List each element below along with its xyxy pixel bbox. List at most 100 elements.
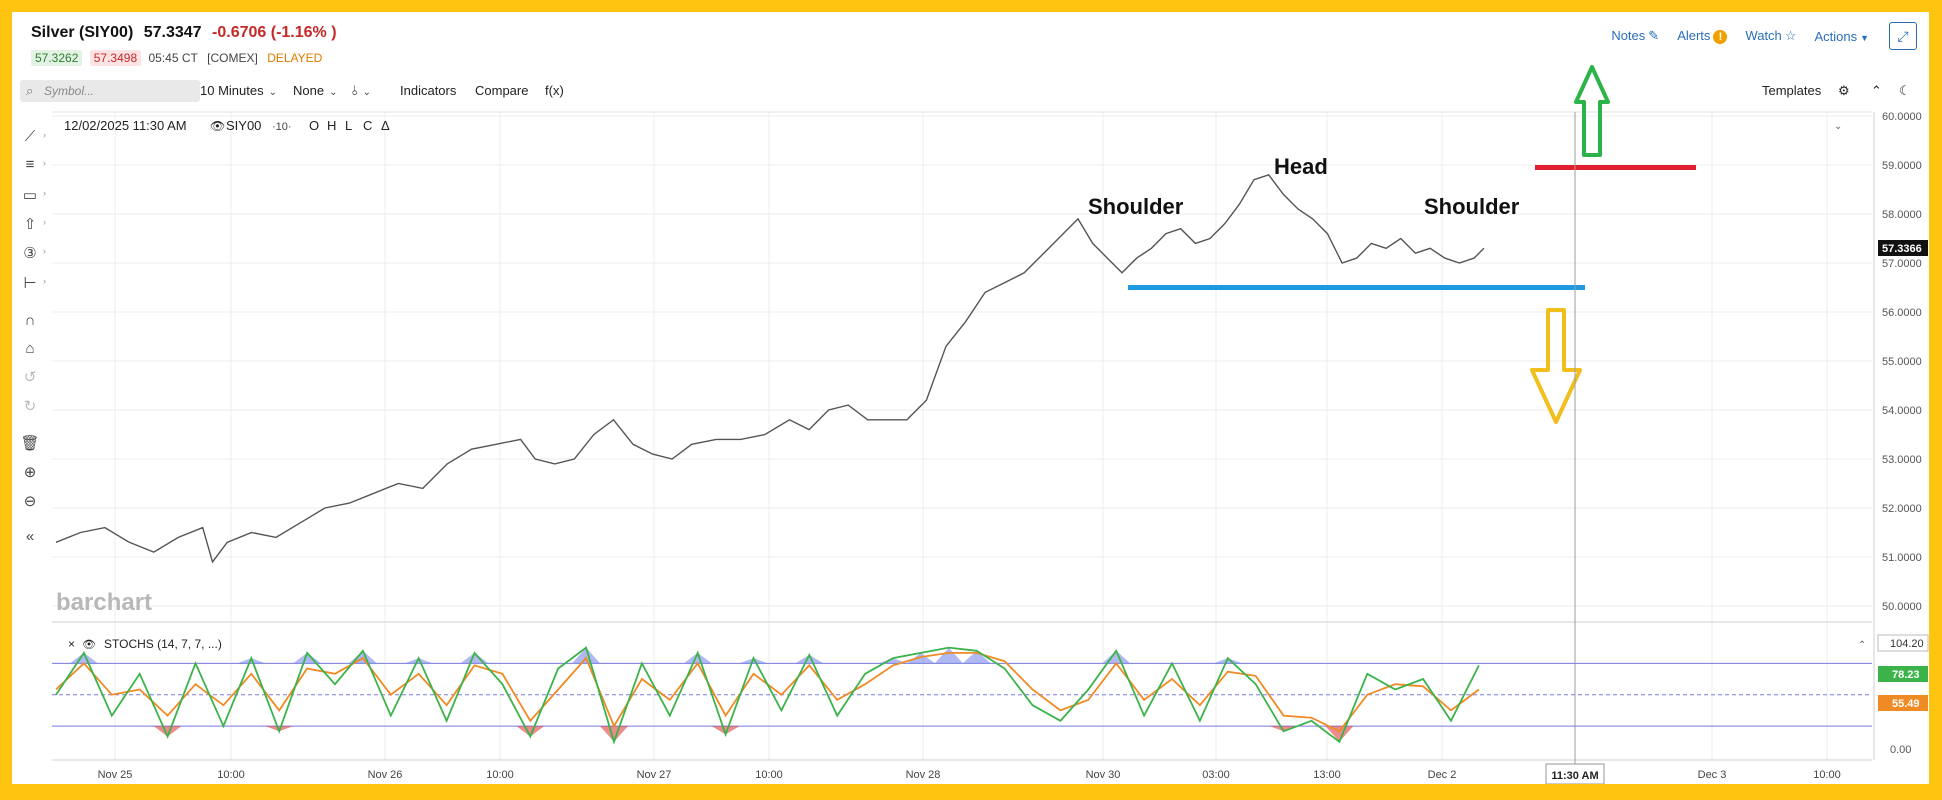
chevron-down-icon: ⌄: [268, 87, 277, 98]
undo-icon[interactable]: ↺: [23, 369, 37, 386]
up-arrow-annotation: [1574, 65, 1610, 157]
quote-time: 05:45 CT: [148, 51, 198, 65]
stoch-slow-value: 55.49: [1892, 698, 1920, 710]
fib-tool-icon[interactable]: ≡ ›: [25, 156, 46, 173]
stoch-min-label: 0.00: [1890, 744, 1911, 756]
time-tick-label: 10:00: [755, 769, 783, 781]
ohlc-field: O: [309, 118, 319, 133]
time-tick-label: 03:00: [1202, 769, 1230, 781]
last-price: 57.3347: [143, 24, 202, 41]
time-tick-label: 10:00: [486, 769, 514, 781]
collapse-left-icon[interactable]: «: [25, 528, 35, 545]
crosshair-time-tag: [1545, 763, 1605, 784]
notes-label: Notes: [1611, 28, 1646, 43]
ohlc-field: L: [345, 118, 352, 133]
templates-button[interactable]: Templates: [1762, 83, 1822, 98]
stoch-fast-value: 78.23: [1892, 669, 1920, 681]
chevron-down-icon: ⌄: [362, 87, 372, 98]
zoom-in-icon[interactable]: ⊕: [23, 464, 37, 481]
indicators-button[interactable]: Indicators: [400, 83, 457, 98]
price-tick-label: 54.0000: [1882, 405, 1922, 417]
watch-link[interactable]: Watch ☆: [1745, 28, 1796, 44]
price-tick-label: 60.0000: [1882, 111, 1922, 123]
ohlc-field: Δ: [381, 118, 390, 133]
pattern-tool-icon[interactable]: ⊢ ›: [23, 275, 46, 292]
chart-symbol-label: SIY00: [226, 118, 261, 133]
ohlc-field: H: [327, 118, 336, 133]
interval-tag: ·10·: [272, 121, 292, 133]
study-dropdown[interactable]: None ⌄: [293, 83, 337, 98]
fx-button[interactable]: f(x): [545, 83, 564, 98]
quote-subheader: 57.3262 57.3498 05:45 CT [COMEX] DELAYED: [31, 50, 322, 66]
time-tick-label: 10:00: [217, 769, 245, 781]
crosshair-datetime: 12/02/2025 11:30 AM: [64, 118, 187, 133]
stoch-max-label: 104.20: [1890, 638, 1924, 650]
arrow-up-tool-icon[interactable]: ⇧ ›: [23, 216, 46, 233]
rectangle-tool-icon[interactable]: ▭ ›: [22, 187, 46, 204]
redo-icon[interactable]: ↻: [23, 398, 37, 415]
settings-gear-icon[interactable]: ⚙: [1838, 83, 1850, 98]
trendline-tool-icon[interactable]: ⟋ ›: [24, 128, 46, 145]
price-tick-label: 52.0000: [1882, 503, 1922, 515]
edit-icon: ✎: [1648, 28, 1660, 43]
chart-type-dropdown[interactable]: ⫰ ⌄: [352, 83, 371, 99]
visibility-eye-icon[interactable]: 👁: [210, 119, 225, 133]
actions-menu[interactable]: Actions ▼: [1814, 29, 1869, 44]
current-price-tag: [1878, 240, 1928, 256]
zoom-out-icon[interactable]: ⊖: [23, 493, 37, 510]
magnet-icon[interactable]: ∩: [24, 312, 36, 329]
counter-tool-icon[interactable]: ③ ›: [23, 245, 46, 262]
time-tick-label: Nov 25: [98, 769, 133, 781]
expand-button[interactable]: ⤢: [1889, 22, 1917, 50]
price-axis: 60.0000 59.0000 58.0000 57.0000 56.0000 55.00…: [1882, 111, 1922, 613]
symbol-search-input[interactable]: ⌕ Symbol...: [20, 80, 200, 102]
crosshair-time-label: 11:30 AM: [1551, 770, 1598, 782]
time-tick-label: Nov 30: [1086, 769, 1121, 781]
study-label: None: [293, 83, 325, 98]
alerts-link[interactable]: Alerts!: [1677, 28, 1728, 44]
time-tick-label: Dec 3: [1698, 769, 1727, 781]
ask-badge: 57.3498: [89, 50, 142, 66]
price-series-line: [55, 173, 1485, 564]
stoch-fast-line: [55, 646, 1480, 745]
quote-header: Silver (SIY00) 57.3347 -0.6706 (-1.16% ): [31, 24, 343, 42]
pane-menu-chevron-icon[interactable]: ⌄: [1834, 121, 1842, 132]
price-change: -0.6706 (-1.16% ): [212, 24, 337, 41]
down-arrow-annotation: [1530, 308, 1582, 424]
time-tick-label: Nov 26: [368, 769, 403, 781]
study-eye-icon[interactable]: 👁: [82, 639, 96, 651]
ohlc-field: C: [363, 118, 372, 133]
stoch-pane-chevron-icon[interactable]: ⌃: [1858, 640, 1866, 651]
stoch-label: STOCHS (14, 7, 7, ...): [104, 637, 222, 651]
compare-button[interactable]: Compare: [475, 83, 529, 98]
notes-link[interactable]: Notes ✎: [1611, 28, 1659, 44]
stoch-slow-tag: [1878, 695, 1928, 711]
price-tick-label: 56.0000: [1882, 307, 1922, 319]
dark-mode-moon-icon[interactable]: ☾: [1899, 83, 1911, 98]
exchange-label: [COMEX]: [207, 51, 258, 65]
star-icon: ☆: [1784, 28, 1797, 43]
price-tick-label: 55.0000: [1882, 356, 1922, 368]
time-tick-label: 13:00: [1313, 769, 1341, 781]
symbol-name: Silver (SIY00): [31, 24, 134, 41]
stoch-axis: 104.20 78.23 55.49 0.00: [1877, 634, 1929, 756]
close-study-icon[interactable]: ×: [68, 637, 75, 651]
time-tick-label: Nov 28: [906, 769, 941, 781]
collapse-up-icon[interactable]: ⌃: [1871, 83, 1882, 98]
candles-icon: ⫰: [352, 83, 358, 98]
interval-dropdown[interactable]: 10 Minutes ⌄: [200, 83, 277, 98]
chart-toolbar: ⌕ Symbol... 10 Minutes ⌄ None ⌄ ⫰ ⌄ Indicat…: [12, 78, 1929, 108]
oversold-fill: [153, 726, 1354, 742]
actions-label: Actions: [1814, 28, 1858, 44]
barchart-watermark: barchart: [56, 589, 152, 616]
trash-icon[interactable]: 🗑: [20, 435, 40, 452]
time-axis: Nov 25 10:00 Nov 26 10:00 Nov 27 10:00 Nov 28 N…: [98, 763, 1841, 784]
chevron-down-icon: ⌄: [329, 87, 338, 98]
top-links: Notes ✎ Alerts! Watch ☆ Actions ▼: [1611, 28, 1869, 44]
price-tick-label: 58.0000: [1882, 209, 1922, 221]
shoulder-left-label: Shoulder: [1088, 194, 1184, 219]
unlock-icon[interactable]: ⌂: [25, 340, 35, 357]
stoch-max-tag: [1877, 634, 1929, 652]
